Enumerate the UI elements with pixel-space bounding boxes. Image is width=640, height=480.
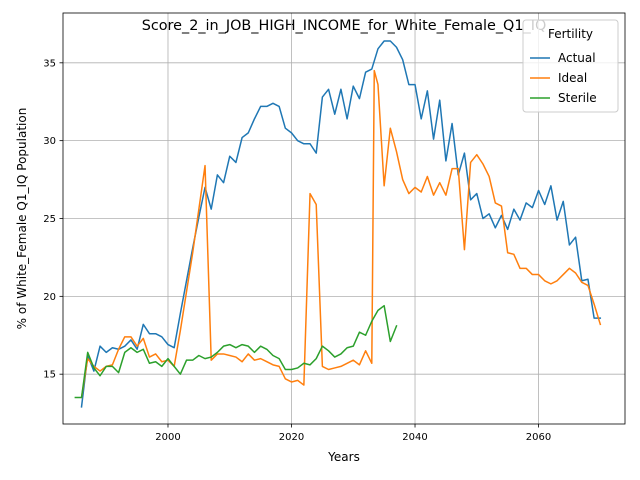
- x-tick-label: 2040: [402, 432, 427, 443]
- legend-label-sterile: Sterile: [558, 91, 597, 105]
- y-tick-label: 15: [43, 370, 56, 381]
- y-tick-label: 20: [43, 292, 56, 303]
- series-line-ideal: [80, 69, 602, 399]
- legend: Fertility Actual Ideal Sterile: [522, 19, 619, 113]
- series-line-actual: [80, 40, 602, 408]
- series-lines: [74, 40, 602, 408]
- x-tick-label: 2000: [155, 432, 180, 443]
- y-axis-label: % of White_Female Q1_IQ Population: [15, 108, 29, 330]
- axis-ticks: 2000 2020 2040 2060 15 20 25 30 35: [43, 58, 551, 443]
- chart-title: Score_2_in_JOB_HIGH_INCOME_for_White_Fem…: [142, 18, 547, 34]
- y-tick-label: 30: [43, 136, 56, 147]
- x-tick-label: 2020: [279, 432, 304, 443]
- y-tick-label: 35: [43, 58, 56, 69]
- legend-box: [522, 19, 619, 113]
- x-axis-label: Years: [327, 450, 360, 464]
- legend-label-ideal: Ideal: [558, 71, 587, 85]
- y-tick-label: 25: [43, 214, 56, 225]
- legend-title: Fertility: [548, 27, 593, 41]
- legend-label-actual: Actual: [558, 51, 596, 65]
- series-line-sterile: [74, 304, 398, 399]
- x-tick-label: 2060: [526, 432, 551, 443]
